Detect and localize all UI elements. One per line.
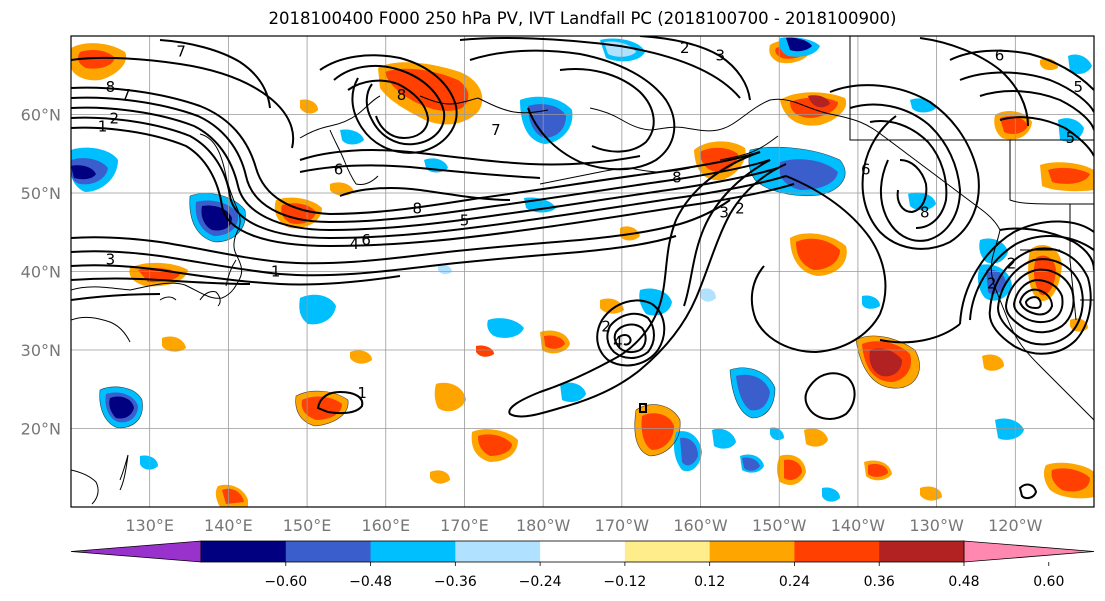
contour-label: 1 (98, 117, 108, 135)
contour-label: 7 (121, 86, 131, 104)
negative-pv-anomaly-blobs (71, 37, 1092, 502)
latitude-tick-label: 60°N (21, 106, 61, 125)
latitude-tick-label: 40°N (21, 263, 61, 282)
contour-label: 1 (271, 263, 281, 281)
colorbar-segment (540, 541, 626, 562)
latitude-tick-label: 50°N (21, 184, 61, 203)
longitude-tick-label: 140°W (831, 516, 886, 535)
longitude-tick-label: 170°W (595, 516, 650, 535)
colorbar-tick-label: −0.60 (264, 574, 307, 590)
map-title: 2018100400 F000 250 hPa PV, IVT Landfall… (268, 9, 897, 28)
colorbar-segment (370, 541, 456, 562)
map-frame (70, 35, 1095, 508)
longitude-tick-label: 130°E (125, 516, 174, 535)
contour-label: 8 (412, 200, 422, 218)
contour-label: 5 (1066, 129, 1076, 147)
contour-label: 1 (357, 384, 367, 402)
contour-label: 6 (861, 160, 871, 178)
contour-label: 8 (106, 78, 116, 96)
pv-anomaly-shading (71, 37, 1094, 507)
contour-label: 4 (613, 333, 623, 351)
colorbar-extend-high (963, 540, 1095, 563)
colorbar-tick-label: 0.12 (694, 574, 725, 590)
longitude-tick-label: 160°W (673, 516, 728, 535)
contour-label: 2 (1007, 255, 1017, 273)
contour-label: 4 (350, 235, 360, 253)
colorbar-segment (285, 541, 372, 562)
contour-label: 6 (334, 160, 344, 178)
colorbar-extend-low (70, 540, 202, 563)
contour-label: 8 (672, 168, 682, 186)
colorbar-segment (709, 541, 795, 562)
contour-label: 6 (361, 231, 371, 249)
contour-label: 8 (920, 204, 930, 222)
contour-label: 2 (987, 274, 997, 292)
colorbar-tick-label: −0.36 (434, 574, 477, 590)
contour-label: 3 (715, 47, 725, 65)
longitude-tick-label: 120°W (988, 516, 1043, 535)
contour-label: 3 (719, 204, 729, 222)
contour-label: 2 (735, 200, 745, 218)
longitude-tick-label: 150°E (283, 516, 332, 535)
colorbar-tick-label: 0.24 (779, 574, 810, 590)
ivt-contours (71, 36, 1094, 500)
colorbar-segment (201, 541, 287, 562)
longitude-tick-label: 140°E (204, 516, 253, 535)
contour-label: 7 (176, 43, 186, 61)
contour-label: 2 (680, 39, 690, 57)
colorbar-tick-label: −0.48 (349, 574, 392, 590)
colorbar-tick-label: −0.12 (603, 574, 646, 590)
longitude-tick-label: 160°E (361, 516, 410, 535)
colorbar-segment (624, 541, 711, 562)
contour-label: 7 (491, 121, 501, 139)
coastlines (71, 36, 1094, 505)
colorbar-tick-label: 0.60 (1033, 574, 1064, 590)
colorbar-segment (794, 541, 880, 562)
latitude-tick-label: 30°N (21, 341, 61, 360)
graticule (71, 36, 1094, 507)
contour-label: 5 (1073, 78, 1083, 96)
latitude-labels: 60°N 50°N 40°N 30°N 20°N (21, 106, 61, 439)
contour-label: 6 (995, 47, 1005, 65)
contour-label: 5 (460, 211, 470, 229)
colorbar-frame (200, 540, 965, 563)
latitude-tick-label: 20°N (21, 420, 61, 439)
colorbar-tick-label: −0.24 (519, 574, 562, 590)
colorbar-segment (879, 541, 965, 562)
contour-label: 2 (601, 317, 611, 335)
colorbar-tick-label: 0.48 (948, 574, 979, 590)
longitude-tick-label: 180°W (516, 516, 571, 535)
longitude-tick-label: 150°W (752, 516, 807, 535)
contour-label: 8 (397, 86, 407, 104)
longitude-labels: 130°E 140°E 150°E 160°E 170°E 180°W 170°W 160°W… (125, 516, 1042, 535)
colorbar: −0.60 −0.48 −0.36 −0.24 −0.12 0.12 0.24 0.36 0.4… (70, 540, 1095, 590)
colorbar-tick-label: 0.36 (864, 574, 895, 590)
contour-label: 3 (106, 251, 116, 269)
contour-label: 2 (110, 109, 120, 127)
longitude-tick-label: 130°W (909, 516, 964, 535)
colorbar-segment (455, 541, 541, 562)
longitude-tick-label: 170°E (440, 516, 489, 535)
